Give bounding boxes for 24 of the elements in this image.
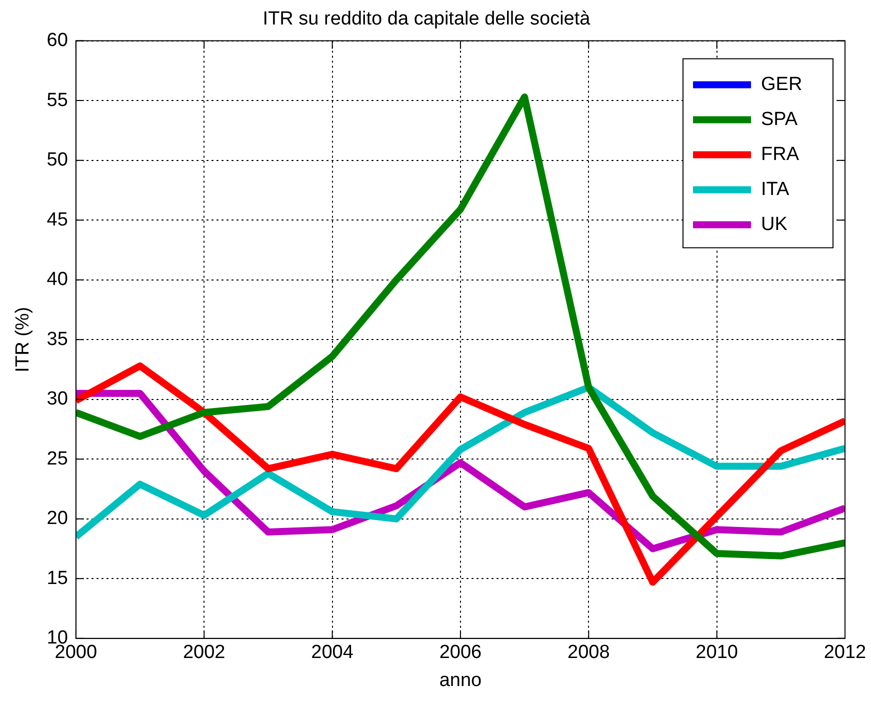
- y-tick-label: 25: [46, 448, 68, 470]
- legend-label: ITA: [761, 179, 790, 200]
- x-tick-label: 2002: [182, 642, 226, 664]
- y-axis-title: ITR (%): [12, 306, 34, 372]
- y-tick-label: 40: [46, 269, 68, 290]
- legend-label: GER: [761, 74, 802, 96]
- x-tick-label: 2004: [311, 642, 354, 664]
- legend-label: UK: [761, 214, 788, 236]
- y-tick-label: 45: [46, 209, 68, 230]
- y-tick-label: 60: [46, 30, 68, 52]
- y-tick-label: 55: [46, 90, 68, 111]
- x-tick-label: 2010: [696, 642, 738, 664]
- y-tick-label: 15: [46, 568, 68, 589]
- x-tick-label: 2006: [439, 642, 482, 664]
- y-tick-label: 20: [46, 508, 68, 530]
- y-tick-label: 30: [46, 388, 68, 410]
- legend-label: FRA: [761, 144, 800, 166]
- y-tick-label: 50: [46, 150, 68, 171]
- x-axis-title: anno: [439, 670, 482, 691]
- chart-title: ITR su reddito da capitale delle società: [262, 8, 591, 30]
- y-tick-label: 35: [46, 328, 68, 350]
- legend-label: SPA: [761, 109, 798, 130]
- x-tick-label: 2008: [568, 642, 610, 664]
- x-tick-label: 2012: [824, 642, 866, 664]
